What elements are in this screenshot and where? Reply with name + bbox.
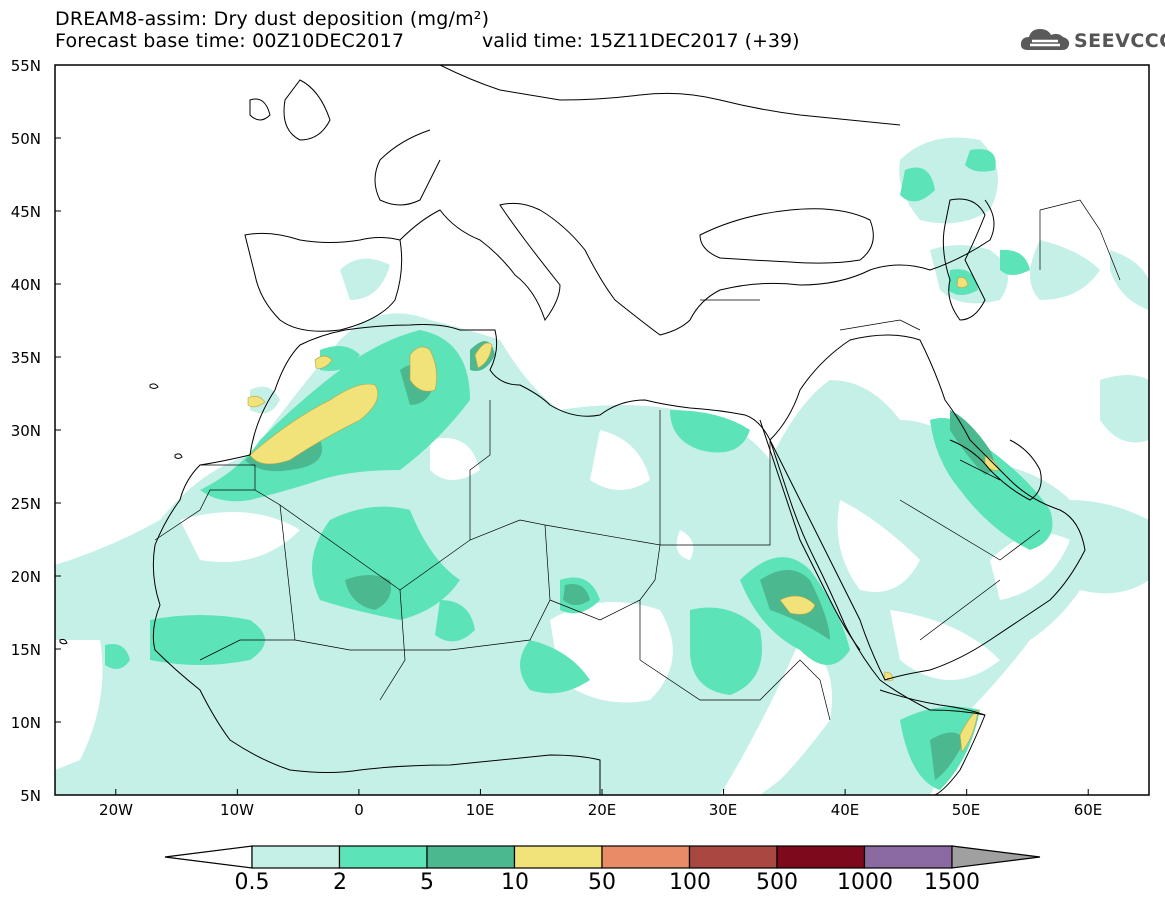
seevccc-logo: SEEVCCC bbox=[1018, 24, 1165, 58]
colorbar-label: 2 bbox=[333, 870, 347, 895]
lon-label: 60E bbox=[1073, 801, 1103, 819]
lat-label: 50N bbox=[10, 130, 41, 148]
colorbar-label: 5 bbox=[420, 870, 434, 895]
colorbar-box bbox=[776, 845, 866, 869]
europe-coastline bbox=[244, 232, 403, 332]
colorbar-low-arrow bbox=[164, 845, 253, 869]
lat-label: 40N bbox=[10, 276, 41, 294]
lat-label: 35N bbox=[10, 349, 41, 367]
lon-label: 30E bbox=[708, 801, 738, 819]
colorbar-box bbox=[513, 845, 603, 869]
lon-label: 10W bbox=[220, 801, 254, 819]
lat-label: 10N bbox=[10, 714, 41, 732]
lat-label: 45N bbox=[10, 203, 41, 221]
colorbar-label: 1000 bbox=[837, 870, 893, 895]
lat-label: 15N bbox=[10, 641, 41, 659]
lon-label: 0 bbox=[354, 801, 364, 819]
colorbar-high-arrow bbox=[951, 845, 1041, 869]
black-sea-coast bbox=[699, 208, 874, 264]
colorbar-box bbox=[863, 845, 953, 869]
lat-label: 55N bbox=[10, 57, 41, 75]
colorbar-label: 0.5 bbox=[234, 870, 270, 895]
colorbar-box bbox=[601, 845, 691, 869]
level-10-field bbox=[247, 277, 1001, 753]
colorbar-label: 500 bbox=[756, 870, 798, 895]
colorbar-box bbox=[251, 845, 341, 869]
caspian-coast bbox=[942, 198, 986, 321]
logo-text: SEEVCCC bbox=[1074, 30, 1165, 52]
coastlines-and-borders bbox=[59, 65, 1121, 795]
lon-label: 10E bbox=[465, 801, 495, 819]
colorbar-label: 10 bbox=[501, 870, 529, 895]
colorbar-box bbox=[688, 845, 778, 869]
map-title: DREAM8-assim: Dry dust deposition (mg/m²… bbox=[55, 8, 490, 30]
country-borders bbox=[154, 199, 1121, 721]
lat-label: 25N bbox=[10, 495, 41, 513]
forecast-base-time: Forecast base time: 00Z10DEC2017 bbox=[55, 30, 405, 52]
arabia-coastline bbox=[769, 334, 1086, 681]
cloud-icon bbox=[1020, 29, 1070, 50]
colorbar-box bbox=[426, 845, 516, 869]
lon-label: 20W bbox=[99, 801, 133, 819]
colorbar-box bbox=[338, 845, 428, 869]
lon-label: 50E bbox=[951, 801, 981, 819]
africa-coastline bbox=[152, 324, 986, 795]
colorbar-label: 1500 bbox=[924, 870, 980, 895]
lon-label: 20E bbox=[587, 801, 617, 819]
lat-label: 30N bbox=[10, 422, 41, 440]
valid-time: valid time: 15Z11DEC2017 (+39) bbox=[482, 30, 800, 52]
lat-label: 20N bbox=[10, 568, 41, 586]
no-deposition-holes bbox=[55, 430, 1070, 795]
lat-label: 5N bbox=[20, 787, 41, 805]
colorbar-label: 100 bbox=[669, 870, 711, 895]
colorbar-label: 50 bbox=[588, 870, 616, 895]
lon-label: 40E bbox=[830, 801, 860, 819]
axis-ticks bbox=[55, 64, 1089, 796]
